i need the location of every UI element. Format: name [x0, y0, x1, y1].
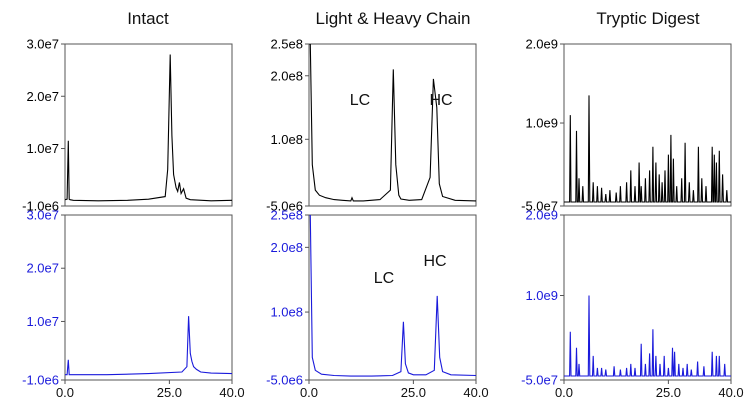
y-tick-label: 2.5e8 [270, 208, 303, 223]
chart-title: Tryptic Digest [596, 9, 700, 28]
y-tick-label: 2.0e7 [26, 261, 59, 276]
y-tick-label: -5.0e7 [521, 199, 558, 214]
x-tick-label: 25.0 [157, 385, 182, 400]
y-tick-label: 1.0e9 [525, 116, 558, 131]
y-tick-label: -1.0e6 [22, 199, 59, 214]
y-tick-label: 1.0e8 [270, 305, 303, 320]
plot-frame [64, 214, 233, 381]
plot-frame [308, 43, 477, 207]
x-tick-label: 40.0 [219, 385, 244, 400]
y-tick-label: -5.0e6 [266, 199, 303, 214]
peak-annotation-hc: HC [429, 92, 452, 109]
y-tick-label: 3.0e7 [26, 37, 59, 52]
y-tick-label: 2.0e9 [525, 37, 558, 52]
x-tick-label: 25.0 [401, 385, 426, 400]
y-tick-label: 2.0e8 [270, 240, 303, 255]
plot-frame [64, 43, 233, 207]
peak-annotation-hc: HC [423, 253, 446, 270]
y-tick-label: 2.0e8 [270, 68, 303, 83]
y-tick-label: 1.0e7 [26, 314, 59, 329]
y-tick-label: -5.0e7 [521, 373, 558, 388]
chromatogram-trace [309, 215, 476, 377]
panel-top: 3.0e7 2.0e7 1.0e7 -1.0e6 [22, 37, 233, 214]
peak-annotation-lc: LC [350, 92, 370, 109]
y-tick-label: 2.0e9 [525, 208, 558, 223]
x-tick-label: 40.0 [463, 385, 488, 400]
chart-2: Tryptic Digest2.0e91.0e9-5.0e72.0e91.0e9… [521, 9, 744, 400]
chart-0: Intact3.0e72.0e71.0e7-1.0e63.0e72.0e71.0… [22, 9, 245, 400]
y-tick-label: 2.0e7 [26, 89, 59, 104]
y-tick-label: 3.0e7 [26, 208, 59, 223]
chromatogram-trace [564, 295, 731, 377]
peak-annotation-lc: LC [374, 270, 394, 287]
x-tick-label: 0.0 [300, 385, 318, 400]
chart-title: Light & Heavy Chain [316, 9, 471, 28]
plot-frame [563, 43, 732, 207]
x-tick-label: 25.0 [656, 385, 681, 400]
chromatogram-trace [309, 44, 476, 202]
chromatogram-trace [65, 54, 232, 202]
x-tick-label: 0.0 [555, 385, 573, 400]
chromatogram-trace [564, 95, 731, 203]
y-tick-label: 1.0e9 [525, 288, 558, 303]
plot-frame [563, 214, 732, 381]
x-tick-label: 0.0 [56, 385, 74, 400]
y-tick-label: -5.0e6 [266, 373, 303, 388]
panel-top: 2.0e9 1.0e9 -5.0e7 [521, 37, 732, 214]
x-tick-label: 40.0 [718, 385, 743, 400]
chromatogram-trace [65, 316, 232, 376]
panel-top: 2.5e8 2.0e8 1.0e8 -5.0e6 [266, 37, 477, 214]
chart-1: Light & Heavy Chain 2.5e8 2.0e8 1.0e8 -5.0e6… [266, 9, 489, 400]
y-tick-label: 1.0e8 [270, 132, 303, 147]
y-tick-label: -1.0e6 [22, 373, 59, 388]
y-tick-label: 2.5e8 [270, 37, 303, 52]
y-tick-label: 1.0e7 [26, 141, 59, 156]
plot-frame [308, 214, 477, 381]
chart-title: Intact [127, 9, 169, 28]
